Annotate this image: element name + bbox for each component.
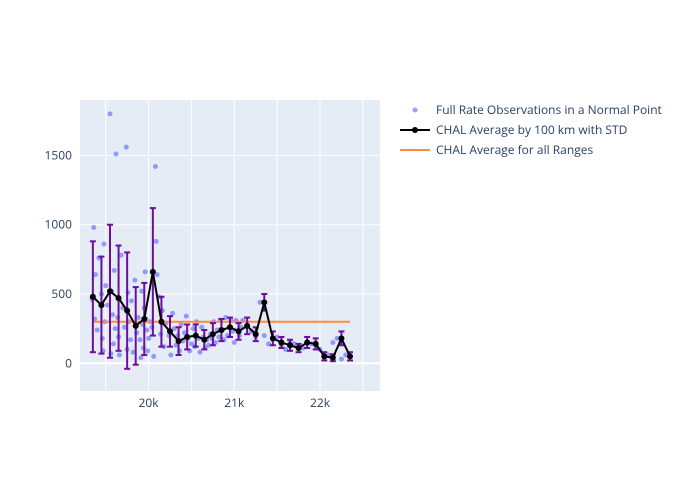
binned-marker bbox=[218, 327, 224, 333]
y-tick-label: 1500 bbox=[45, 146, 73, 163]
scatter-point bbox=[111, 341, 116, 346]
binned-marker bbox=[278, 340, 284, 346]
scatter-point bbox=[91, 225, 96, 230]
scatter-point bbox=[128, 337, 133, 342]
binned-marker bbox=[261, 299, 267, 305]
binned-marker bbox=[287, 342, 293, 348]
binned-marker bbox=[167, 328, 173, 334]
scatter-point bbox=[129, 298, 134, 303]
scatter-point bbox=[138, 337, 143, 342]
x-tick-label: 22k bbox=[310, 394, 331, 411]
binned-marker bbox=[98, 302, 104, 308]
scatter-point bbox=[179, 322, 184, 327]
scatter-point bbox=[103, 283, 108, 288]
y-tick-label: 0 bbox=[65, 354, 72, 371]
scatter-point bbox=[102, 242, 107, 247]
binned-marker bbox=[158, 319, 164, 325]
binned-marker bbox=[338, 335, 344, 341]
legend: Full Rate Observations in a Normal Point… bbox=[400, 100, 662, 160]
scatter-point bbox=[170, 311, 175, 316]
scatter-point bbox=[184, 314, 189, 319]
legend-row[interactable]: CHAL Average by 100 km with STD bbox=[400, 120, 662, 140]
binned-marker bbox=[107, 288, 113, 294]
legend-swatch bbox=[400, 100, 430, 120]
legend-row[interactable]: Full Rate Observations in a Normal Point bbox=[400, 100, 662, 120]
binned-marker bbox=[124, 308, 130, 314]
y-tick-label: 500 bbox=[51, 285, 72, 302]
scatter-point bbox=[339, 357, 344, 362]
legend-row[interactable]: CHAL Average for all Ranges bbox=[400, 140, 662, 160]
scatter-point bbox=[154, 239, 159, 244]
x-tick-label: 21k bbox=[224, 394, 245, 411]
binned-marker bbox=[227, 324, 233, 330]
legend-swatch bbox=[400, 140, 430, 160]
scatter-point bbox=[143, 269, 148, 274]
binned-marker bbox=[116, 295, 122, 301]
y-tick-label: 1000 bbox=[45, 216, 73, 233]
x-tick-label: 20k bbox=[139, 394, 160, 411]
legend-swatch bbox=[400, 120, 430, 140]
scatter-point bbox=[112, 268, 117, 273]
binned-marker bbox=[133, 323, 139, 329]
scatter-point bbox=[108, 111, 113, 116]
legend-label: Full Rate Observations in a Normal Point bbox=[436, 100, 662, 119]
binned-marker bbox=[347, 353, 353, 359]
legend-label: CHAL Average by 100 km with STD bbox=[436, 120, 627, 139]
scatter-point bbox=[198, 350, 203, 355]
binned-marker bbox=[236, 328, 242, 334]
scatter-point bbox=[113, 326, 118, 331]
binned-marker bbox=[270, 335, 276, 341]
binned-marker bbox=[193, 333, 199, 339]
binned-marker bbox=[141, 316, 147, 322]
binned-marker bbox=[184, 334, 190, 340]
scatter-point bbox=[145, 348, 150, 353]
binned-marker bbox=[313, 341, 319, 347]
chart-svg: 20k 21k 22k 0 500 1000 1500 bbox=[0, 0, 700, 500]
binned-marker bbox=[90, 294, 96, 300]
binned-marker bbox=[253, 331, 259, 337]
scatter-point bbox=[151, 354, 156, 359]
scatter-point bbox=[153, 164, 158, 169]
plot-area bbox=[80, 100, 380, 391]
binned-marker bbox=[296, 345, 302, 351]
binned-marker bbox=[304, 340, 310, 346]
binned-marker bbox=[210, 331, 216, 337]
scatter-point bbox=[132, 278, 137, 283]
scatter-point bbox=[114, 152, 119, 157]
binned-marker bbox=[176, 338, 182, 344]
scatter-point bbox=[262, 333, 267, 338]
binned-marker bbox=[244, 323, 250, 329]
scatter-point bbox=[95, 328, 100, 333]
legend-label: CHAL Average for all Ranges bbox=[436, 140, 593, 159]
scatter-point bbox=[168, 352, 173, 357]
scatter-point bbox=[117, 352, 122, 357]
binned-marker bbox=[321, 353, 327, 359]
scatter-point bbox=[146, 336, 151, 341]
scatter-point bbox=[199, 325, 204, 330]
binned-marker bbox=[201, 337, 207, 343]
scatter-point bbox=[232, 340, 237, 345]
scatter-point bbox=[330, 340, 335, 345]
binned-marker bbox=[330, 355, 336, 361]
scatter-point bbox=[138, 355, 143, 360]
scatter-point bbox=[124, 145, 129, 150]
binned-marker bbox=[150, 269, 156, 275]
